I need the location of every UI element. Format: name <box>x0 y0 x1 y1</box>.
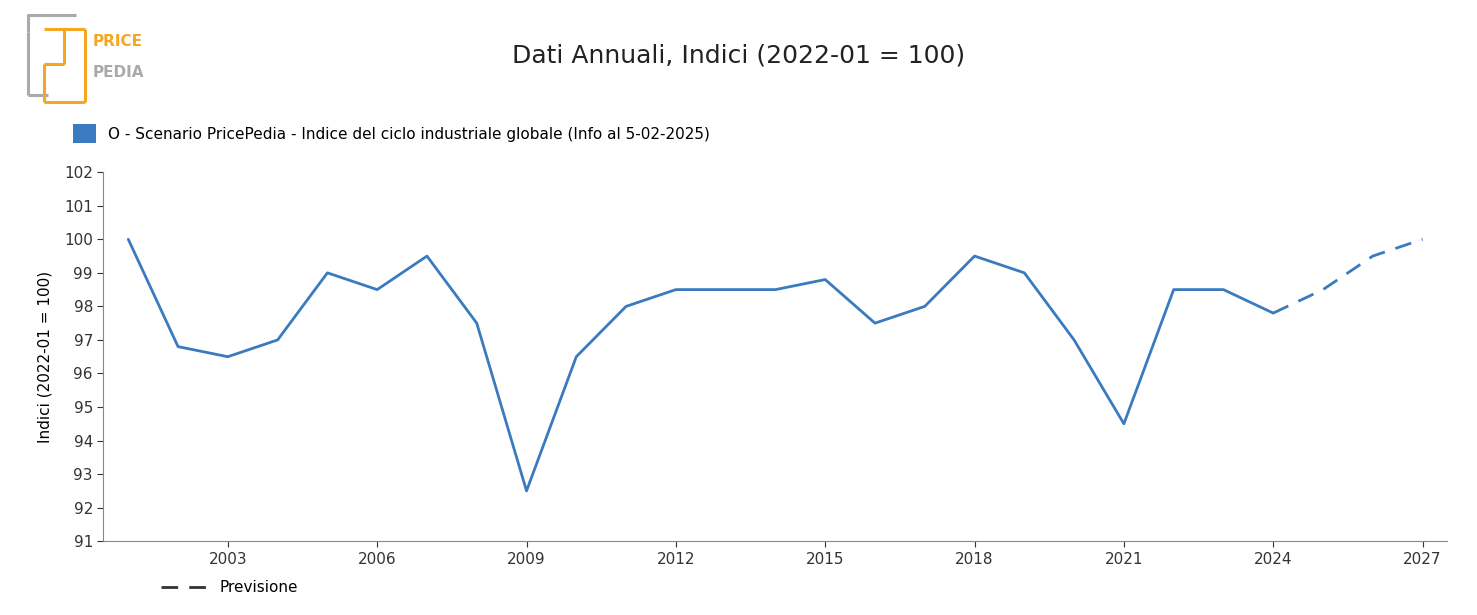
Text: PRICE: PRICE <box>93 34 143 49</box>
Legend: Previsione: Previsione <box>155 574 304 601</box>
Legend: O - Scenario PricePedia - Indice del ciclo industriale globale (Info al 5-02-202: O - Scenario PricePedia - Indice del cic… <box>66 118 716 149</box>
Text: Dati Annuali, Indici (2022-01 = 100): Dati Annuali, Indici (2022-01 = 100) <box>513 43 964 67</box>
Y-axis label: Indici (2022-01 = 100): Indici (2022-01 = 100) <box>38 271 53 443</box>
Text: PEDIA: PEDIA <box>93 65 145 79</box>
